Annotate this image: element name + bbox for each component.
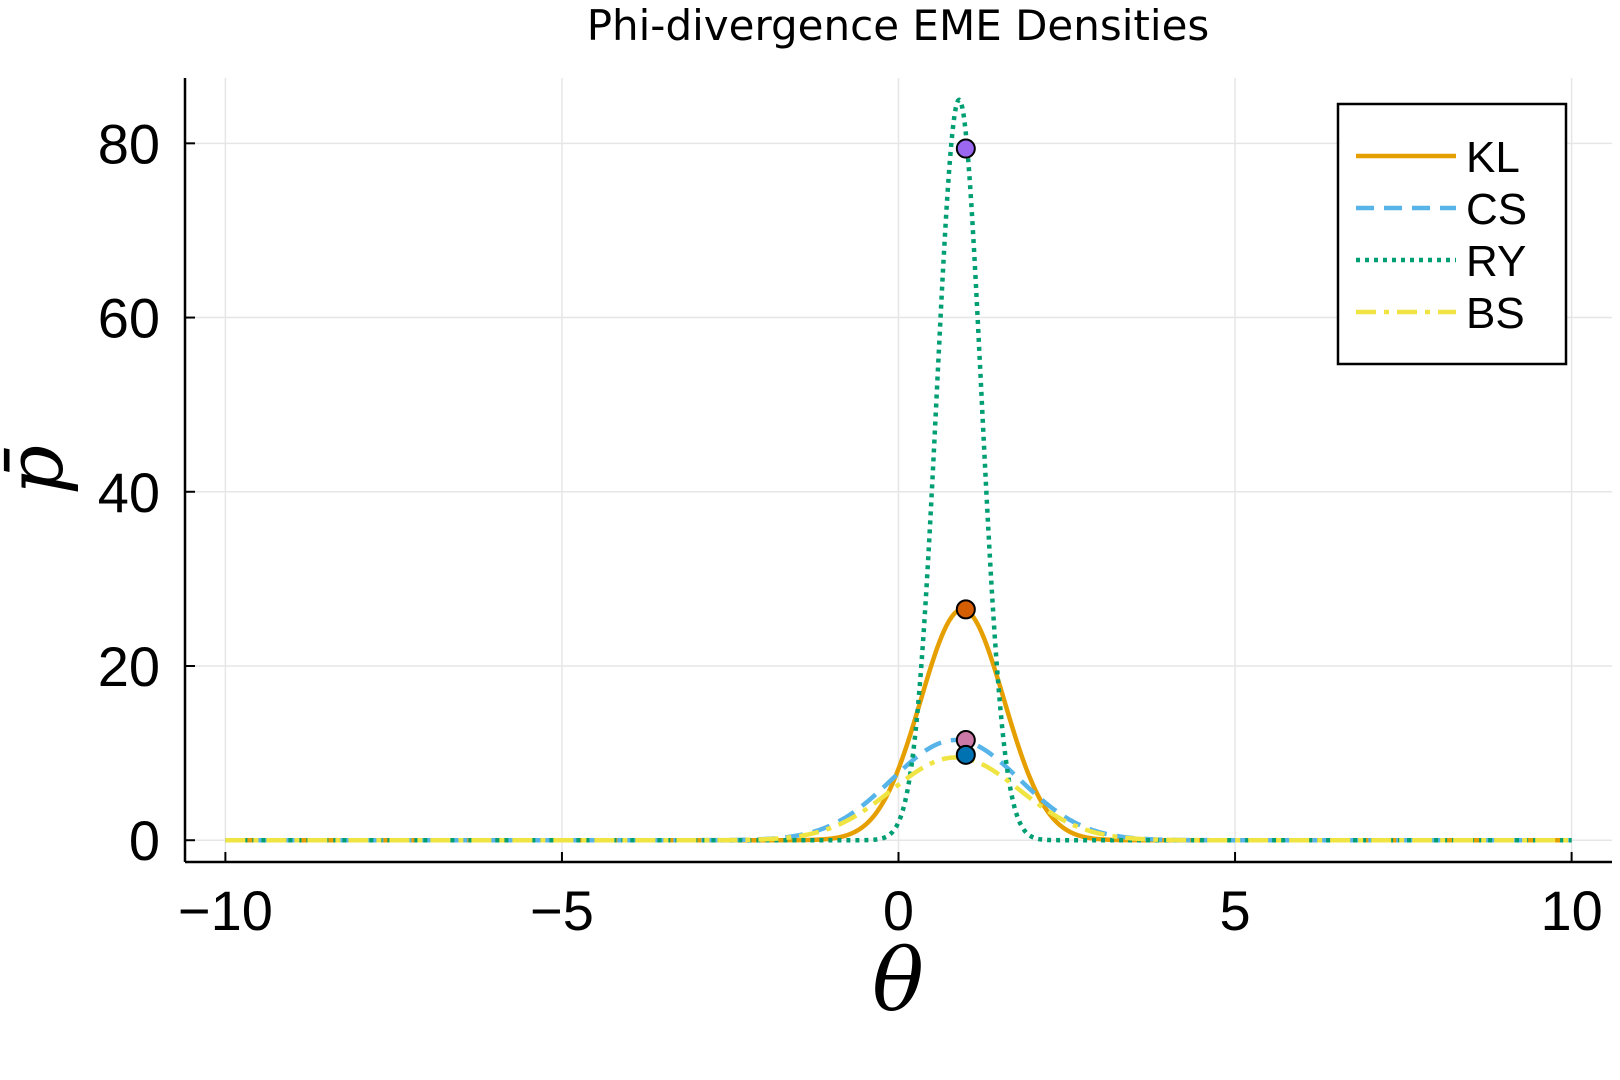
y-tick-label: 80 xyxy=(98,112,160,175)
y-tick-label: 40 xyxy=(98,461,160,524)
x-tick-label: −10 xyxy=(178,879,273,942)
legend-label-cs: CS xyxy=(1466,185,1527,234)
x-tick-label: 10 xyxy=(1540,879,1602,942)
y-axis-label: p̄ xyxy=(0,445,81,495)
peak-marker xyxy=(955,138,976,159)
chart-title: Phi-divergence EME Densities xyxy=(587,1,1210,50)
tick-labels: −10 −5 0 5 10 0 20 40 60 80 xyxy=(98,112,1603,942)
legend-box xyxy=(1336,102,1568,366)
x-tick-label: 5 xyxy=(1219,879,1250,942)
peak-marker xyxy=(955,744,976,765)
peak-marker xyxy=(955,599,976,620)
markers-layer xyxy=(955,138,976,765)
y-tick-label: 60 xyxy=(98,287,160,350)
y-tick-label: 20 xyxy=(98,635,160,698)
x-tick-label: 0 xyxy=(883,879,914,942)
series-line-bs xyxy=(224,755,1573,843)
series-layer xyxy=(224,97,1573,843)
legend-label-bs: BS xyxy=(1466,289,1525,338)
legend-label-kl: KL xyxy=(1466,133,1520,182)
y-tick-label: 0 xyxy=(129,809,160,872)
x-axis-label: θ xyxy=(872,931,924,1031)
x-tick-label: −5 xyxy=(530,879,594,942)
legend-label-ry: RY xyxy=(1466,237,1526,286)
axes xyxy=(183,78,1612,864)
